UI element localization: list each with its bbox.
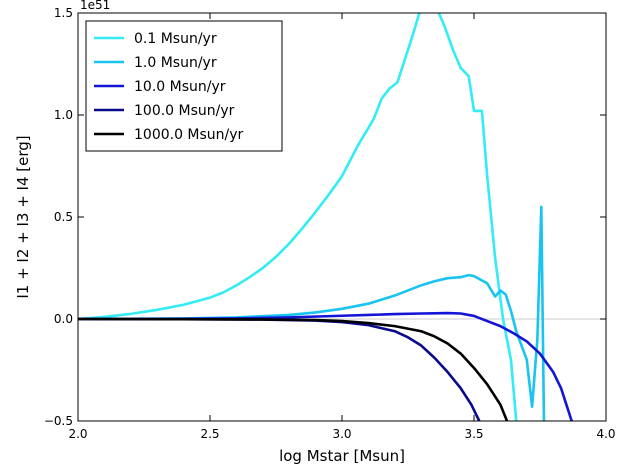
series-line-2 <box>78 311 573 421</box>
legend: 0.1 Msun/yr 1.0 Msun/yr 10.0 Msun/yr 100.0 … <box>85 20 283 152</box>
y-tick-label: 0.0 <box>54 312 73 326</box>
legend-items: 0.1 Msun/yr 1.0 Msun/yr 10.0 Msun/yr 100.0 … <box>94 31 244 143</box>
legend-label-2: 10.0 Msun/yr <box>134 79 226 95</box>
series-line-1 <box>78 205 546 421</box>
y-tick-label: 1.0 <box>54 108 73 122</box>
legend-label-1: 1.0 Msun/yr <box>134 55 217 71</box>
legend-label-0: 0.1 Msun/yr <box>134 31 217 47</box>
y-tick-label: 0.5 <box>54 210 73 224</box>
y-offset-label: 1e51 <box>80 0 110 12</box>
y-tick-label: 1.5 <box>54 6 73 20</box>
x-tick-label: 4.0 <box>596 427 615 441</box>
series-layer <box>78 13 573 421</box>
legend-label-4: 1000.0 Msun/yr <box>134 127 244 143</box>
x-tick-label: 2.0 <box>68 427 87 441</box>
series-line-4 <box>78 317 509 421</box>
series-line-0 <box>78 13 518 421</box>
legend-label-3: 100.0 Msun/yr <box>134 103 235 119</box>
x-tick-label: 3.0 <box>332 427 351 441</box>
y-tick-label: −0.5 <box>44 414 73 428</box>
tick-layer: 2.0 2.5 3.0 3.5 4.0 −0.5 0.0 0.5 1.0 1.5 <box>44 6 616 441</box>
x-tick-label: 3.5 <box>464 427 483 441</box>
y-axis-label: I1 + I2 + I3 + I4 [erg] <box>14 135 32 298</box>
x-tick-label: 2.5 <box>200 427 219 441</box>
x-axis-label: log Mstar [Msun] <box>279 447 405 465</box>
